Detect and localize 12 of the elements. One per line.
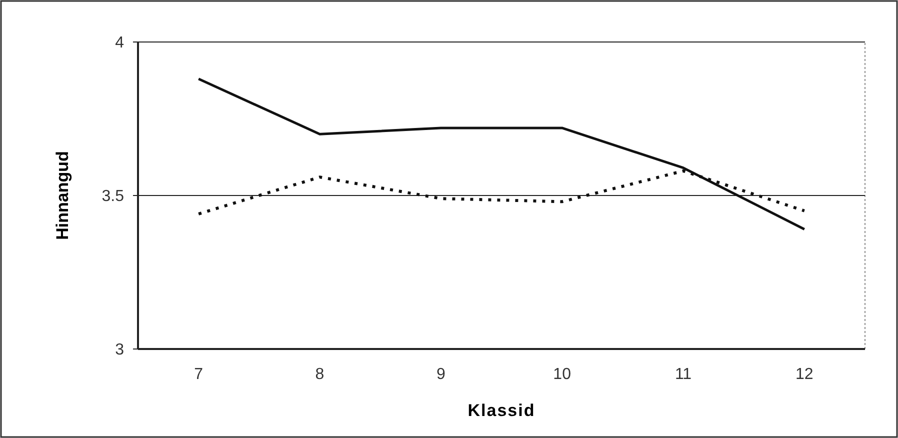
- x-tick-label: 12: [796, 366, 814, 383]
- y-tick-label: 4: [115, 34, 124, 52]
- line-series: [197, 78, 806, 231]
- y-axis-title: Hinnangud: [53, 151, 72, 240]
- x-axis-title: Klassid: [468, 401, 536, 420]
- x-tick-label: 9: [436, 366, 446, 383]
- x-tick-label: 8: [315, 366, 324, 383]
- y-tick-label: 3: [115, 342, 124, 359]
- x-tick-label: 10: [553, 366, 572, 383]
- x-tick-label: 11: [674, 366, 692, 383]
- x-tick-label: 7: [194, 366, 204, 383]
- y-tick-label: 3.5: [102, 188, 124, 206]
